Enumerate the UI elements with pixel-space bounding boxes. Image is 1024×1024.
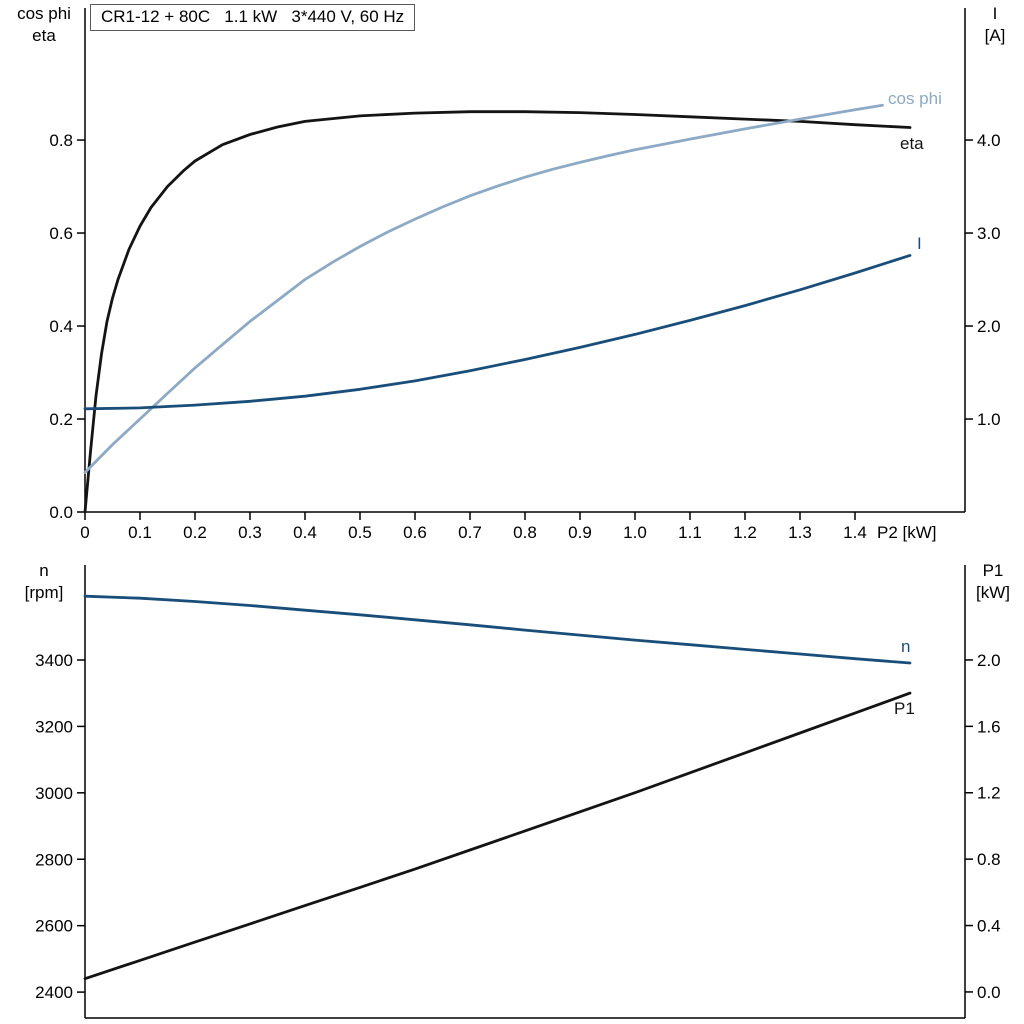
right-tick-label: 0.8 (977, 850, 1001, 869)
bottom-chart-left-axis-title: n [rpm] (6, 560, 82, 604)
top-chart-right-axis-title: I [A] (972, 3, 1018, 47)
left-axis-label-speed: n (39, 561, 49, 580)
x-tick-label: 1.0 (623, 523, 647, 542)
curve-I (83, 253, 912, 411)
curve-label-n: n (901, 637, 910, 656)
x-tick-label: 1.2 (733, 523, 757, 542)
curve-label-eta: eta (900, 134, 924, 153)
x-tick-label: 0.5 (348, 523, 372, 542)
left-tick-label: 2600 (35, 917, 73, 936)
left-tick-label: 2400 (35, 983, 73, 1002)
x-tick-label: 1.3 (788, 523, 812, 542)
right-axis-label-p1: P1 (982, 561, 1004, 580)
left-axis-label-eta: eta (32, 26, 56, 45)
x-tick-label: 0.2 (183, 523, 207, 542)
curve-label-P1: P1 (894, 699, 915, 718)
x-tick-label: 0.3 (238, 523, 262, 542)
x-tick-label: 1.1 (678, 523, 702, 542)
left-tick-label: 0.6 (49, 224, 73, 243)
left-tick-label: 3200 (35, 717, 73, 736)
right-tick-label: 2.0 (977, 317, 1001, 336)
left-axis-label-cosphi: cos phi (17, 4, 71, 23)
left-tick-label: 3000 (35, 784, 73, 803)
left-tick-label: 0.4 (49, 317, 73, 336)
top-chart-left-axis-title: cos phi eta (6, 3, 82, 47)
right-tick-label: 3.0 (977, 224, 1001, 243)
right-tick-label: 4.0 (977, 131, 1001, 150)
right-tick-label: 0.4 (977, 917, 1001, 936)
curve-P1 (83, 691, 912, 981)
left-tick-label: 2800 (35, 850, 73, 869)
curve-label-I: I (917, 234, 922, 253)
x-tick-label: 0.8 (513, 523, 537, 542)
curve-cos-phi (83, 103, 884, 474)
x-tick-label: 0 (80, 523, 89, 542)
x-tick-label: 0.9 (568, 523, 592, 542)
right-tick-label: 0.0 (977, 983, 1001, 1002)
right-axis-unit-amps: [A] (984, 26, 1006, 45)
right-tick-label: 1.6 (977, 717, 1001, 736)
left-tick-label: 0.8 (49, 131, 73, 150)
right-tick-label: 2.0 (977, 651, 1001, 670)
right-axis-unit-kw: [kW] (976, 583, 1010, 602)
bottom-chart-right-axis-title: P1 [kW] (966, 560, 1020, 604)
curve-label-cos-phi: cos phi (888, 89, 942, 108)
left-tick-label: 0.0 (49, 503, 73, 522)
x-axis-unit-label: P2 [kW] (877, 523, 937, 542)
curve-eta (83, 110, 912, 514)
left-tick-label: 3400 (35, 651, 73, 670)
x-tick-label: 0.4 (293, 523, 317, 542)
x-tick-label: 0.6 (403, 523, 427, 542)
x-tick-label: 0.7 (458, 523, 482, 542)
chart-title-box: CR1-12 + 80C 1.1 kW 3*440 V, 60 Hz (90, 4, 416, 31)
right-axis-label-current: I (992, 4, 998, 23)
right-tick-label: 1.2 (977, 784, 1001, 803)
left-axis-unit-rpm: [rpm] (24, 583, 64, 602)
x-tick-label: 0.1 (128, 523, 152, 542)
x-tick-label: 1.4 (843, 523, 867, 542)
right-tick-label: 1.0 (977, 410, 1001, 429)
curve-n (83, 594, 912, 665)
left-tick-label: 0.2 (49, 410, 73, 429)
